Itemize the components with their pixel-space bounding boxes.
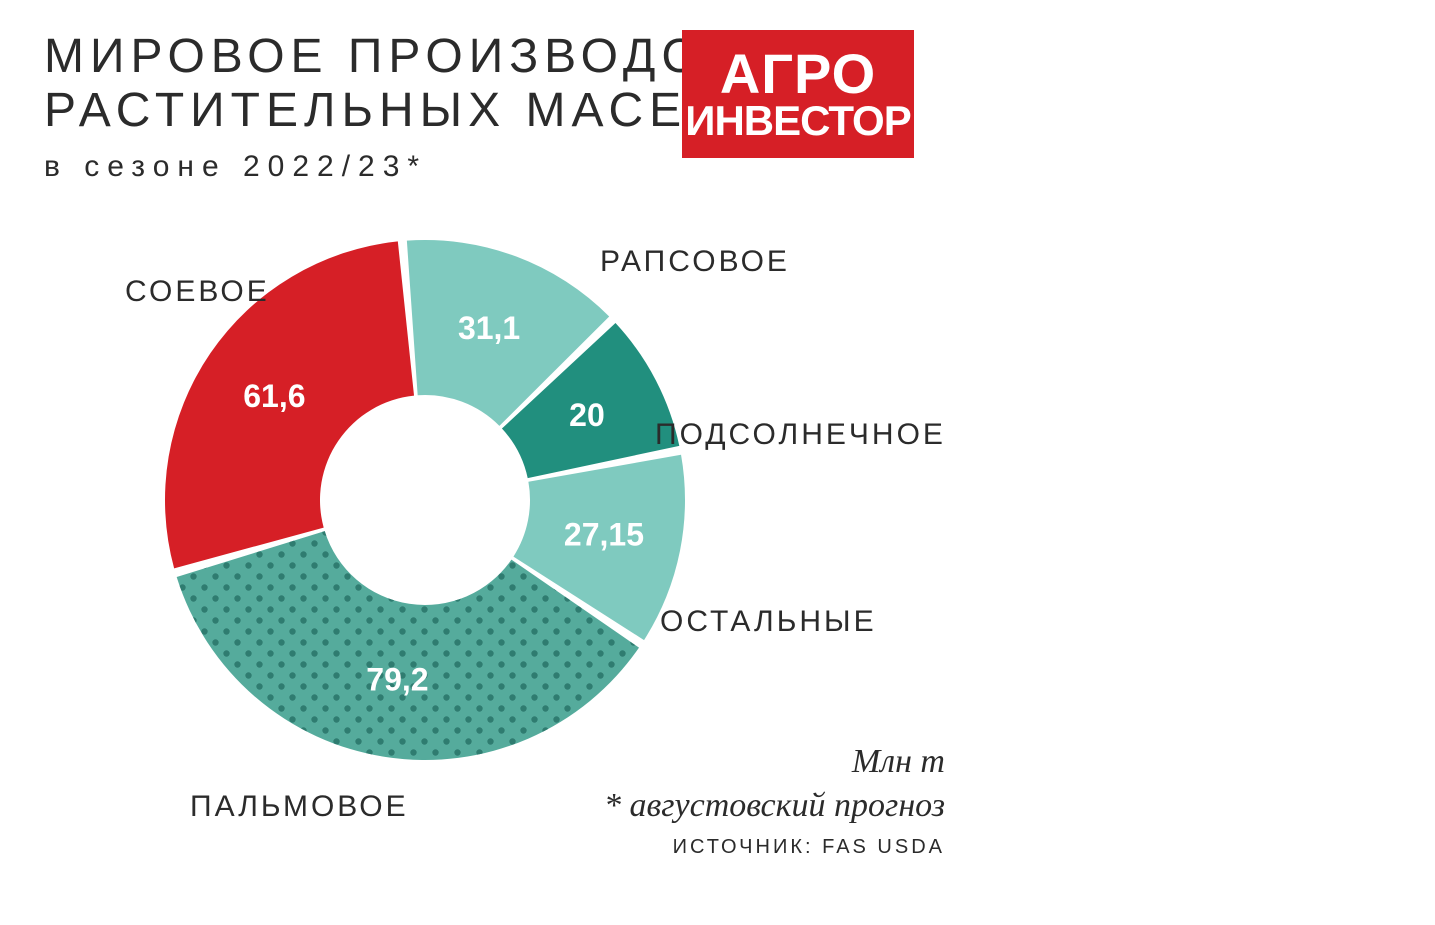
title-line-2: РАСТИТЕЛЬНЫХ МАСЕЛ [44,84,725,137]
brand-logo: АГРО ИНВЕСТОР [682,30,914,158]
chart-subtitle: в сезоне 2022/23* [44,150,427,184]
value-soy: 61,6 [243,378,305,414]
logo-line-2: ИНВЕСТОР [685,101,910,141]
footnote: Млн т * августовский прогноз [604,740,945,828]
value-sunflower: 20 [569,397,605,433]
value-palm: 79,2 [366,661,428,697]
forecast-note: * августовский прогноз [604,787,945,824]
unit-text: Млн т [852,743,945,780]
label-palm: ПАЛЬМОВОЕ [190,790,409,824]
label-soy: СОЕВОЕ [125,275,270,309]
label-rapeseed: РАПСОВОЕ [600,245,790,279]
source-text: ИСТОЧНИК: FAS USDA [673,836,945,859]
label-sunflower: ПОДСОЛНЕЧНОЕ [655,418,946,452]
label-other: ОСТАЛЬНЫЕ [660,605,877,639]
value-other: 27,15 [564,517,644,553]
infographic-root: МИРОВОЕ ПРОИЗВОДСТВО РАСТИТЕЛЬНЫХ МАСЕЛ … [0,0,1435,925]
value-rapeseed: 31,1 [458,310,520,346]
donut-chart: 31,1 20 27,15 79,2 61,6 [155,230,695,770]
logo-line-1: АГРО [720,47,876,100]
